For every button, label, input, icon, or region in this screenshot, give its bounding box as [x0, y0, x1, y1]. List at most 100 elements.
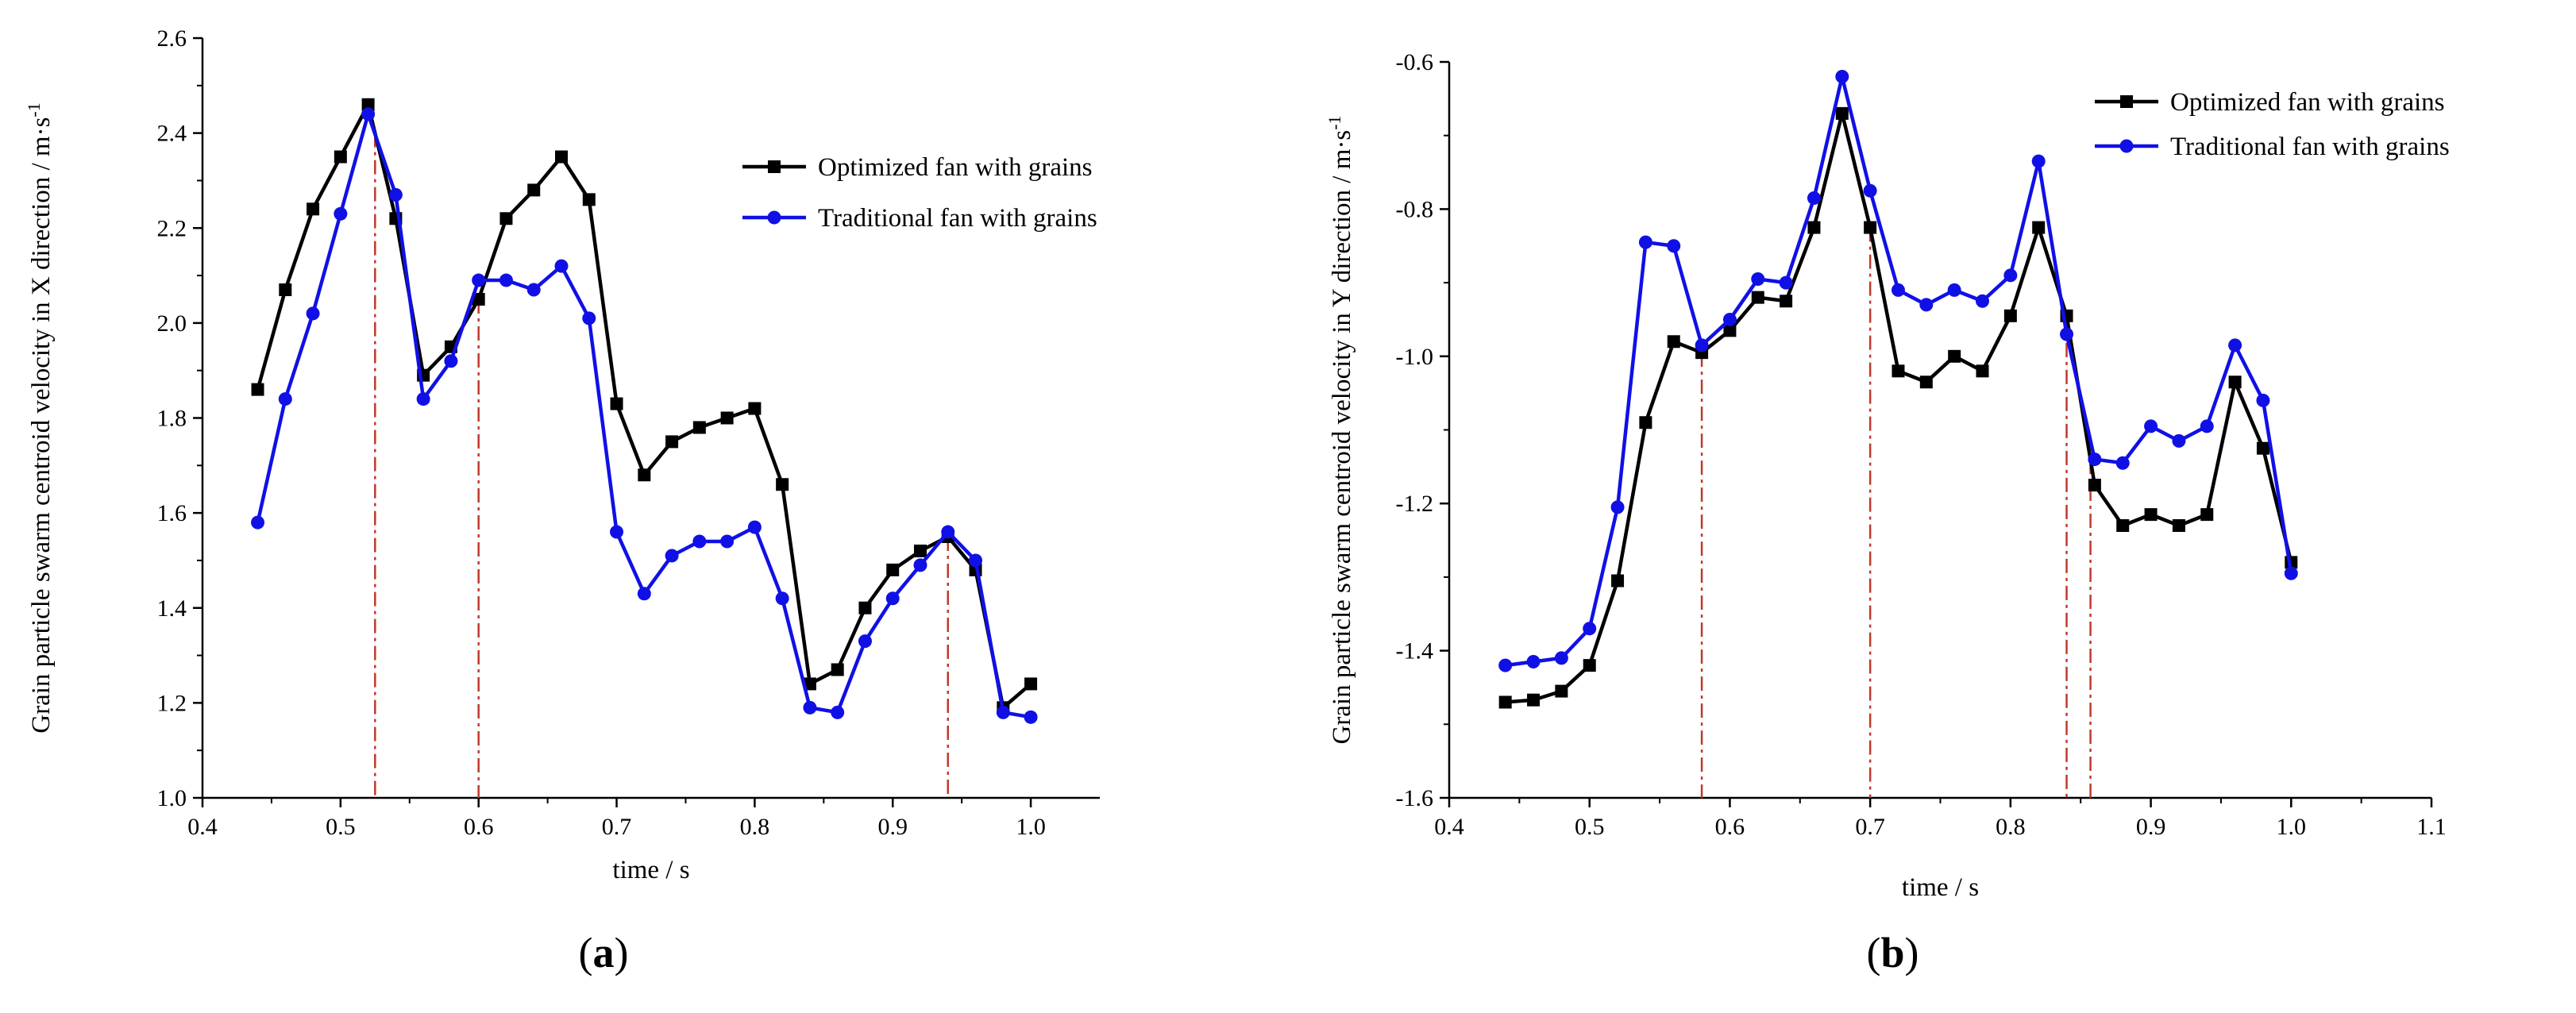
data-point-optimized	[1751, 291, 1764, 304]
data-point-traditional	[2284, 566, 2298, 580]
data-point-optimized	[2003, 309, 2017, 322]
data-point-traditional	[444, 354, 458, 368]
y-tick-label: -0.8	[1396, 196, 1434, 222]
y-tick-label: 2.2	[157, 215, 187, 241]
y-tick-label: 1.6	[157, 500, 187, 526]
data-point-optimized	[582, 193, 596, 206]
x-tick-label: 0.4	[187, 814, 218, 840]
data-point-optimized	[748, 402, 762, 415]
data-point-optimized	[2200, 508, 2214, 522]
data-point-optimized	[527, 183, 541, 197]
data-point-traditional	[2115, 456, 2130, 470]
data-point-traditional	[1667, 239, 1681, 253]
data-point-traditional	[1554, 651, 1568, 665]
data-point-traditional	[499, 273, 513, 287]
legend-label: Optimized fan with grains	[818, 153, 1093, 182]
x-tick-label: 0.4	[1434, 814, 1464, 840]
data-point-optimized	[2172, 519, 2185, 533]
y-tick-label: -1.2	[1396, 491, 1434, 517]
data-point-traditional	[775, 591, 789, 606]
data-point-optimized	[1498, 695, 1512, 709]
data-point-optimized	[251, 383, 264, 396]
data-point-optimized	[1555, 684, 1568, 698]
y-axis-label-unit-exponent: -1	[24, 102, 44, 117]
data-point-optimized	[1667, 335, 1680, 349]
panel-label-close: )	[615, 929, 629, 976]
data-point-traditional	[996, 705, 1010, 719]
x-tick-label: 1.1	[2416, 814, 2447, 840]
data-point-traditional	[2200, 419, 2214, 433]
y-tick-label: -1.4	[1396, 638, 1434, 664]
data-point-optimized	[803, 677, 816, 691]
data-point-traditional	[582, 311, 596, 325]
data-point-optimized	[1527, 693, 1541, 707]
legend-label: Traditional fan with grains	[818, 204, 1097, 233]
x-axis-label: time / s	[612, 856, 689, 884]
data-point-traditional	[610, 525, 624, 539]
data-point-traditional	[747, 520, 762, 534]
x-tick-label: 0.9	[2136, 814, 2166, 840]
data-point-optimized	[499, 212, 513, 225]
data-point-traditional	[1807, 191, 1821, 205]
data-point-optimized	[1024, 677, 1038, 691]
data-point-optimized	[2116, 519, 2130, 533]
data-point-traditional	[1695, 338, 1709, 352]
chart-panel-b: 0.4 0.5 0.6 0.7 0.8 0.9 1.0 1.1 -1.6 -1.4 -1.2 -1.0…	[1325, 49, 2450, 976]
data-point-traditional	[554, 259, 569, 273]
data-point-traditional	[969, 553, 983, 568]
data-point-optimized	[914, 544, 927, 557]
data-point-optimized	[472, 292, 485, 306]
data-point-optimized	[2088, 479, 2101, 492]
data-point-optimized	[1892, 364, 1905, 378]
y-axis-label: Grain particle swarm centroid velocity i…	[1325, 115, 1357, 744]
y-axis-label: Grain particle swarm centroid velocity i…	[24, 102, 56, 734]
data-point-traditional	[1835, 70, 1849, 84]
x-tick-label: 0.7	[1855, 814, 1885, 840]
x-tick-label: 1.0	[1016, 814, 1046, 840]
data-point-traditional	[1947, 283, 1961, 297]
data-point-traditional	[1610, 500, 1625, 514]
series-line-optimized	[256, 102, 1032, 710]
data-point-optimized	[555, 150, 568, 164]
data-point-traditional	[803, 700, 817, 714]
data-point-optimized	[1864, 221, 1877, 234]
data-point-optimized	[720, 411, 734, 425]
data-point-traditional	[306, 306, 320, 321]
data-point-optimized	[1583, 659, 1596, 672]
data-point-traditional	[692, 534, 707, 549]
data-point-optimized	[638, 468, 651, 482]
data-point-traditional	[2031, 154, 2046, 168]
legend-marker-circle	[767, 210, 781, 225]
data-point-optimized	[776, 478, 789, 491]
data-point-optimized	[1807, 221, 1821, 234]
data-point-optimized	[886, 563, 900, 576]
data-point-optimized	[831, 663, 844, 676]
data-point-optimized	[1639, 416, 1652, 429]
data-point-traditional	[1583, 622, 1597, 636]
panel-label-letter: b	[1880, 929, 1904, 976]
data-point-traditional	[334, 206, 348, 221]
data-point-traditional	[1638, 235, 1652, 249]
panel-label-open: (	[579, 929, 593, 976]
data-point-traditional	[472, 273, 486, 287]
x-tick-label: 0.7	[602, 814, 632, 840]
data-point-traditional	[2256, 393, 2270, 407]
data-point-optimized	[1723, 324, 1737, 337]
data-point-traditional	[2003, 268, 2018, 283]
data-point-traditional	[251, 515, 265, 530]
data-point-traditional	[665, 549, 679, 563]
x-tick-label: 0.5	[326, 814, 356, 840]
legend-marker-circle	[2119, 139, 2134, 153]
chart-panel-a: 0.4 0.5 0.6 0.7 0.8 0.9 1.0 1.0 1.2 1.4 1.6 1.8 2.0 2…	[24, 25, 1100, 976]
data-point-traditional	[1024, 710, 1038, 724]
data-point-traditional	[885, 591, 900, 606]
data-point-optimized	[361, 98, 375, 111]
data-point-optimized	[610, 397, 623, 410]
x-tick-label: 0.6	[1715, 814, 1745, 840]
series-line-optimized	[1505, 111, 2293, 704]
x-tick-label: 0.9	[877, 814, 908, 840]
data-point-traditional	[278, 392, 292, 406]
data-point-optimized	[2144, 508, 2158, 522]
y-tick-label: -1.0	[1396, 344, 1434, 370]
